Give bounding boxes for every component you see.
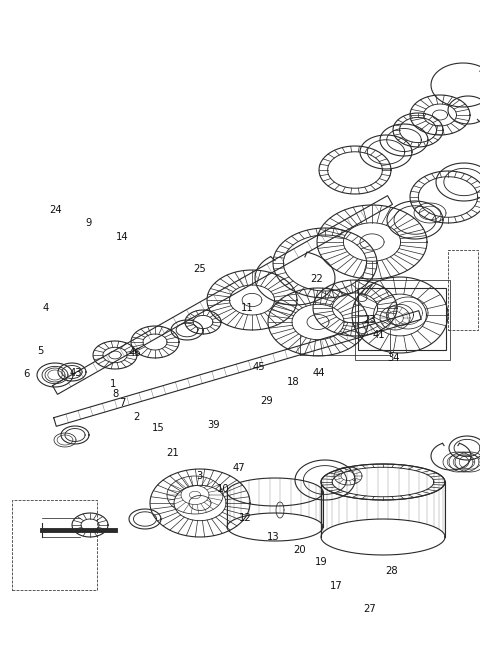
- Text: 24: 24: [49, 205, 61, 215]
- Bar: [358, 288, 446, 350]
- Text: 22: 22: [311, 274, 323, 285]
- Text: 21: 21: [167, 447, 179, 458]
- Text: 11: 11: [241, 303, 253, 314]
- Text: 7: 7: [119, 398, 126, 409]
- Text: 1: 1: [109, 379, 116, 389]
- Bar: [448, 250, 478, 330]
- Text: 47: 47: [233, 463, 245, 474]
- Text: 41: 41: [373, 329, 385, 340]
- Text: 45: 45: [253, 362, 265, 373]
- Text: 10: 10: [217, 483, 229, 494]
- Bar: [12, 500, 97, 590]
- Text: 28: 28: [385, 565, 397, 576]
- Text: 12: 12: [239, 513, 251, 523]
- Text: 6: 6: [23, 369, 30, 379]
- Text: 5: 5: [37, 346, 44, 356]
- Text: 27: 27: [363, 604, 376, 614]
- Text: 25: 25: [193, 264, 205, 274]
- Text: 43: 43: [70, 367, 82, 378]
- Text: 46: 46: [128, 348, 141, 358]
- Text: 44: 44: [313, 367, 325, 378]
- Text: 9: 9: [85, 218, 92, 228]
- Text: 23: 23: [363, 315, 376, 325]
- Text: 19: 19: [315, 557, 328, 567]
- Text: 18: 18: [287, 377, 299, 387]
- Text: 20: 20: [294, 544, 306, 555]
- Text: 14: 14: [116, 232, 129, 243]
- Text: 34: 34: [387, 352, 400, 363]
- Text: 2: 2: [133, 411, 140, 422]
- Bar: [355, 280, 450, 360]
- Text: 39: 39: [207, 420, 220, 430]
- Text: 17: 17: [330, 581, 342, 591]
- Text: 4: 4: [42, 303, 49, 314]
- Text: 3: 3: [196, 470, 203, 481]
- Text: 29: 29: [260, 396, 273, 407]
- Text: 15: 15: [152, 422, 165, 433]
- Text: 13: 13: [267, 531, 280, 542]
- Text: 8: 8: [112, 388, 119, 399]
